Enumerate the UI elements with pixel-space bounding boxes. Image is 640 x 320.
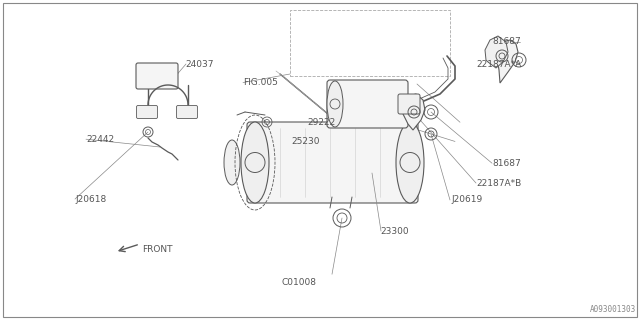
- Polygon shape: [485, 36, 508, 68]
- FancyBboxPatch shape: [398, 94, 420, 114]
- Text: 81687: 81687: [493, 37, 522, 46]
- Ellipse shape: [327, 81, 343, 127]
- Text: 81687: 81687: [493, 159, 522, 168]
- FancyBboxPatch shape: [136, 106, 157, 118]
- Text: J20619: J20619: [451, 196, 483, 204]
- Text: C01008: C01008: [282, 278, 317, 287]
- Text: 29222: 29222: [307, 118, 335, 127]
- Text: J20618: J20618: [76, 195, 107, 204]
- Text: 23300: 23300: [381, 227, 410, 236]
- FancyBboxPatch shape: [136, 63, 178, 89]
- Text: 22187A*A: 22187A*A: [477, 60, 522, 68]
- Text: 22442: 22442: [86, 135, 115, 144]
- Ellipse shape: [224, 140, 240, 185]
- Text: 22187A*B: 22187A*B: [477, 179, 522, 188]
- Text: FIG.005: FIG.005: [243, 78, 278, 87]
- FancyBboxPatch shape: [327, 80, 408, 128]
- Ellipse shape: [396, 122, 424, 203]
- Ellipse shape: [241, 122, 269, 203]
- FancyBboxPatch shape: [177, 106, 198, 118]
- Polygon shape: [403, 94, 425, 130]
- Text: A093001303: A093001303: [589, 305, 636, 314]
- Text: 24037: 24037: [186, 60, 214, 68]
- Text: FRONT: FRONT: [142, 245, 173, 254]
- Text: 25230: 25230: [291, 137, 320, 146]
- FancyBboxPatch shape: [247, 122, 418, 203]
- Polygon shape: [497, 40, 518, 83]
